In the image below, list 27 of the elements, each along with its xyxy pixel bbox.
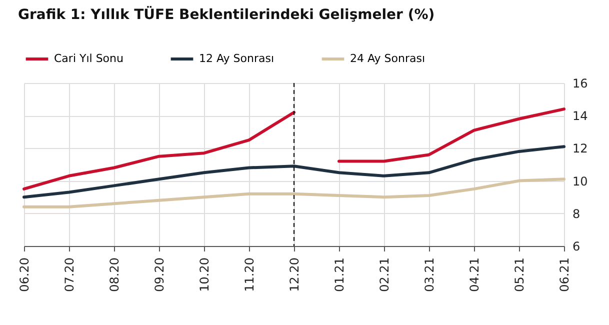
y-tick-label: 14: [572, 109, 588, 124]
x-tick-label: 05.21: [512, 258, 526, 292]
x-tick-label: 06.20: [18, 258, 32, 292]
x-tick-label: 10.20: [198, 258, 212, 292]
x-tick-label: 12.20: [288, 258, 302, 292]
y-tick-label: 12: [572, 142, 588, 156]
chart-title: Grafik 1: Yıllık TÜFE Beklentilerindeki Gelişmeler (%): [18, 6, 435, 23]
legend-label: 24 Ay Sonrası: [350, 52, 426, 65]
line-series: [22, 145, 566, 199]
x-tick-label: 06.21: [558, 258, 572, 292]
y-tick-label: 6: [572, 240, 580, 254]
y-tick-label: 16: [572, 76, 588, 90]
y-tick-label: 8: [572, 206, 580, 221]
x-tick-label: 02.21: [378, 258, 392, 292]
x-tick-label: 04.21: [468, 258, 482, 292]
y-tick-label: 10: [572, 174, 588, 188]
x-tick-label: 07.20: [62, 258, 76, 292]
x-tick-label: 11.20: [242, 258, 256, 292]
x-tick-label: 09.20: [152, 258, 166, 292]
x-tick-label: 03.21: [422, 258, 436, 292]
line-series: [338, 108, 566, 163]
legend-label: 12 Ay Sonrası: [199, 52, 274, 65]
line-series: [22, 110, 296, 190]
line-series: [22, 178, 566, 208]
legend-label: Cari Yıl Sonu: [54, 52, 124, 65]
x-tick-label: 08.20: [108, 258, 122, 292]
x-tick-label: 01.21: [332, 258, 346, 292]
